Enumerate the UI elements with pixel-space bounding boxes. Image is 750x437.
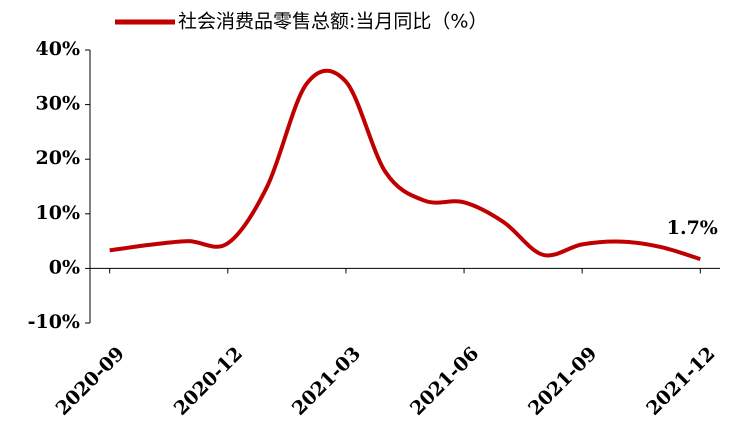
y-tick-label: 40% (36, 38, 81, 60)
y-tick-label: 10% (36, 202, 81, 224)
y-tick-label: 20% (36, 147, 81, 169)
y-tick-label: 0% (49, 256, 80, 278)
y-tick-label: 30% (36, 93, 81, 115)
x-tick-label: 2021-09 (524, 343, 601, 420)
x-tick-label: 2020-12 (170, 343, 247, 420)
data-label: 1.7% (667, 217, 718, 239)
y-tick-label: -10% (28, 311, 80, 333)
legend-label: 社会消费品零售总额:当月同比（%） (178, 11, 487, 33)
x-tick-label: 2020-09 (52, 343, 129, 420)
x-tick-label: 2021-06 (406, 343, 483, 420)
line (109, 68, 701, 262)
x-tick-label: 2021-12 (642, 343, 719, 420)
x-tick-label: 2021-03 (288, 343, 365, 420)
